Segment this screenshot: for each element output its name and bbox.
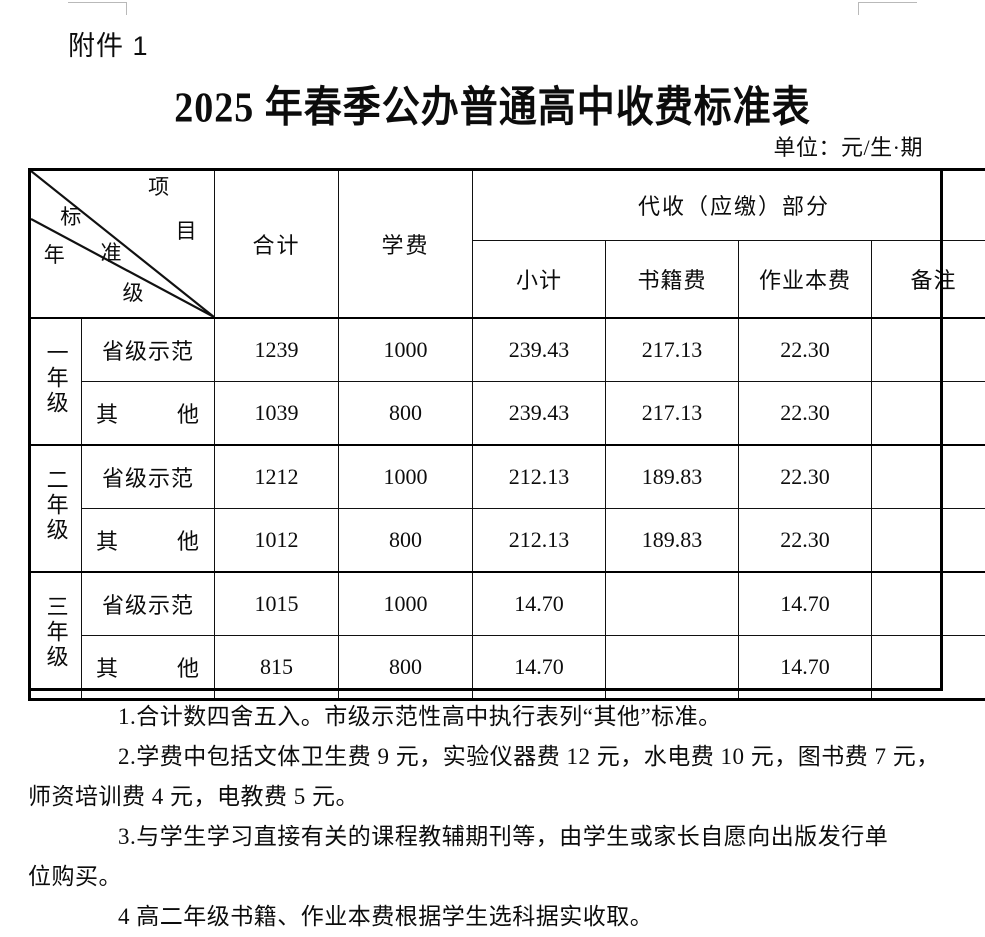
total-cell: 815 — [215, 636, 339, 700]
column-header-tuition: 学费 — [339, 170, 473, 319]
subtotal-cell: 212.13 — [473, 509, 606, 573]
column-group-header-collected: 代收（应缴）部分 — [473, 170, 985, 241]
total-cell: 1015 — [215, 572, 339, 636]
total-cell: 1239 — [215, 318, 339, 382]
subtotal-cell: 14.70 — [473, 572, 606, 636]
subtotal-cell: 14.70 — [473, 636, 606, 700]
corner-label-grade-1: 年 — [44, 245, 65, 266]
column-header-total: 合计 — [215, 170, 339, 319]
standard-cell: 其他 — [82, 636, 215, 700]
standard-cell: 其他 — [82, 382, 215, 446]
standard-cell: 其他 — [82, 509, 215, 573]
total-cell: 1012 — [215, 509, 339, 573]
standard-label: 其他 — [96, 397, 200, 429]
grade-label-cell: 二年级 — [30, 445, 82, 572]
footnote-3: 3.与学生学习直接有关的课程教辅期刊等，由学生或家长自愿向出版发行单 — [0, 817, 985, 857]
tuition-cell: 800 — [339, 636, 473, 700]
tuition-cell: 800 — [339, 509, 473, 573]
tuition-cell: 1000 — [339, 318, 473, 382]
workbook-fee-cell: 22.30 — [739, 382, 872, 446]
corner-label-item-1: 项 — [148, 177, 169, 198]
book-fee-cell: 189.83 — [606, 509, 739, 573]
remark-cell — [872, 382, 985, 446]
standard-cell: 省级示范 — [82, 318, 215, 382]
page-title: 2025 年春季公办普通高中收费标准表 — [0, 72, 985, 134]
column-header-book-fee: 书籍费 — [606, 240, 739, 318]
footnote-2: 2.学费中包括文体卫生费 9 元，实验仪器费 12 元，水电费 10 元，图书费… — [0, 737, 985, 777]
tuition-cell: 1000 — [339, 445, 473, 509]
grade-label: 三年级 — [43, 595, 68, 670]
workbook-fee-cell: 22.30 — [739, 445, 872, 509]
corner-label-grade-2: 级 — [123, 283, 144, 304]
workbook-fee-cell: 22.30 — [739, 509, 872, 573]
corner-label-item-2: 目 — [176, 221, 197, 242]
table-row: 一年级 省级示范 1239 1000 239.43 217.13 22.30 — [30, 318, 985, 382]
table-row: 二年级 省级示范 1212 1000 212.13 189.83 22.30 — [30, 445, 985, 509]
crop-mark-top-right — [858, 2, 917, 15]
subtotal-cell: 239.43 — [473, 318, 606, 382]
fee-standard-table: 项 目 标 准 年 级 合计 学费 代收（应缴）部分 小计 书籍费 作业本费 备… — [28, 168, 985, 701]
total-cell: 1039 — [215, 382, 339, 446]
book-fee-cell: 217.13 — [606, 382, 739, 446]
corner-diagonal-header-cell: 项 目 标 准 年 级 — [30, 170, 215, 319]
remark-cell — [872, 636, 985, 700]
tuition-cell: 800 — [339, 382, 473, 446]
unit-note: 单位：元/生·期 — [774, 130, 923, 162]
remark-cell — [872, 572, 985, 636]
grade-label: 一年级 — [43, 341, 68, 416]
footnote-2-continued: 师资培训费 4 元，电教费 5 元。 — [0, 777, 985, 817]
column-header-subtotal: 小计 — [473, 240, 606, 318]
footnote-4: 4 高二年级书籍、作业本费根据学生选科据实收取。 — [0, 897, 985, 937]
table-row: 其他 1039 800 239.43 217.13 22.30 — [30, 382, 985, 446]
book-fee-cell — [606, 572, 739, 636]
table-row: 三年级 省级示范 1015 1000 14.70 14.70 — [30, 572, 985, 636]
total-cell: 1212 — [215, 445, 339, 509]
column-header-remark: 备注 — [872, 240, 985, 318]
column-header-workbook-fee: 作业本费 — [739, 240, 872, 318]
book-fee-cell: 217.13 — [606, 318, 739, 382]
tuition-cell: 1000 — [339, 572, 473, 636]
subtotal-cell: 212.13 — [473, 445, 606, 509]
corner-label-standard-1: 标 — [60, 207, 81, 228]
footnotes: 1.合计数四舍五入。市级示范性高中执行表列“其他”标准。 2.学费中包括文体卫生… — [0, 697, 985, 937]
table-row: 其他 1012 800 212.13 189.83 22.30 — [30, 509, 985, 573]
standard-label: 其他 — [96, 524, 200, 556]
grade-label-cell: 三年级 — [30, 572, 82, 700]
workbook-fee-cell: 14.70 — [739, 572, 872, 636]
subtotal-cell: 239.43 — [473, 382, 606, 446]
standard-cell: 省级示范 — [82, 572, 215, 636]
attachment-label: 附件 1 — [68, 24, 149, 63]
standard-label: 其他 — [96, 651, 200, 683]
table-header-row-top: 项 目 标 准 年 级 合计 学费 代收（应缴）部分 — [30, 170, 985, 241]
book-fee-cell: 189.83 — [606, 445, 739, 509]
workbook-fee-cell: 14.70 — [739, 636, 872, 700]
table-row: 其他 815 800 14.70 14.70 — [30, 636, 985, 700]
crop-mark-top-left — [68, 2, 127, 15]
footnote-3-continued: 位购买。 — [0, 857, 985, 897]
grade-label-cell: 一年级 — [30, 318, 82, 445]
remark-cell — [872, 509, 985, 573]
remark-cell — [872, 445, 985, 509]
book-fee-cell — [606, 636, 739, 700]
remark-cell — [872, 318, 985, 382]
standard-cell: 省级示范 — [82, 445, 215, 509]
grade-label: 二年级 — [43, 468, 68, 543]
workbook-fee-cell: 22.30 — [739, 318, 872, 382]
footnote-1: 1.合计数四舍五入。市级示范性高中执行表列“其他”标准。 — [0, 697, 985, 737]
corner-label-standard-2: 准 — [101, 243, 122, 264]
